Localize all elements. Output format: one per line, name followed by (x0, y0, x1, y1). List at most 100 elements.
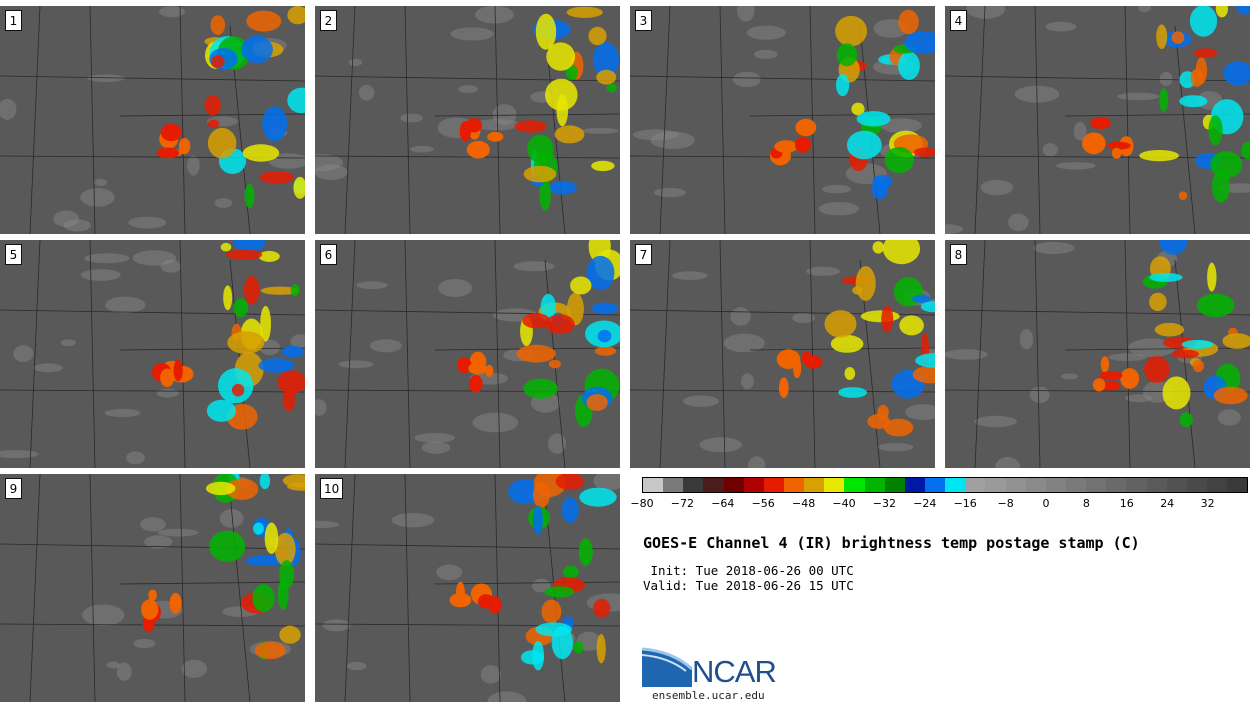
cloud-top (606, 83, 617, 93)
cloud-wisp (746, 25, 786, 40)
cloud-wisp (82, 604, 125, 626)
storm-cell (178, 138, 191, 155)
colorbar-tick-label: −8 (997, 497, 1014, 510)
colorbar-swatch (703, 478, 724, 492)
colorbar-tick-label: −80 (630, 497, 654, 510)
colorbar-swatch (1146, 478, 1167, 492)
storm-cell (468, 375, 483, 393)
cloud-top (287, 6, 305, 25)
colorbar-swatch (683, 478, 704, 492)
colorbar-tick-label: −56 (751, 497, 775, 510)
state-boundary (0, 75, 305, 82)
cloud-wisp (1125, 394, 1153, 403)
cloud-top (1210, 151, 1243, 179)
storm-cell (1092, 378, 1106, 392)
cloud-top (915, 353, 935, 368)
cloud-top (898, 9, 919, 35)
cloud-wisp (187, 155, 200, 176)
cloud-wisp (1019, 329, 1034, 350)
satellite-map (0, 474, 305, 702)
cloud-top (287, 87, 305, 114)
cloud-wisp (53, 210, 80, 228)
cloud-wisp (116, 662, 132, 681)
colorbar-swatch (663, 478, 684, 492)
cloud-wisp (450, 27, 494, 41)
storm-cell (459, 121, 472, 142)
cloud-top (290, 284, 300, 297)
cloud-wisp (905, 404, 935, 420)
cloud-wisp (315, 154, 344, 172)
cloud-top (220, 242, 232, 252)
state-boundary (1174, 259, 1196, 468)
cloud-top (241, 35, 273, 64)
colorbar-swatch (783, 478, 805, 492)
cloud-wisp (1029, 386, 1050, 404)
satellite-map (0, 240, 305, 468)
storm-cell (795, 136, 811, 153)
cloud-top (233, 298, 249, 318)
satellite-map (0, 6, 305, 234)
panel-5: 5 (0, 240, 305, 468)
cloud-top (1149, 292, 1167, 312)
cloud-wisp (548, 433, 566, 454)
cloud-wisp (159, 6, 185, 18)
cloud-wisp (748, 456, 766, 468)
cloud-top (1156, 24, 1168, 49)
cloud-wisp (128, 216, 167, 229)
colorbar-swatch (884, 478, 905, 492)
colorbar-swatch (1065, 478, 1087, 492)
state-boundary (119, 347, 305, 351)
cloud-wisp (94, 179, 108, 186)
state-boundary (749, 113, 935, 117)
satellite-map (630, 240, 935, 468)
colorbar-swatch (1045, 478, 1066, 492)
cloud-top (1193, 48, 1218, 58)
cloud-top (594, 346, 617, 356)
cloud-top (233, 240, 266, 252)
cloud-wisp (980, 179, 1014, 196)
cloud-wisp (63, 219, 91, 232)
cloud-top (1159, 240, 1188, 255)
cloud-top (253, 522, 264, 535)
colorbar-swatch (643, 478, 664, 492)
cloud-top (563, 565, 579, 579)
colorbar-tick-labels: −80 −72 −64 −56 −48 −40 −32 −24 −16 −8 0 8 16 24 32 (630, 497, 1248, 511)
storm-cell (776, 349, 801, 369)
cloud-top (209, 530, 246, 562)
storm-cell (449, 593, 472, 608)
cloud-top (535, 13, 557, 50)
satellite-map (945, 240, 1250, 468)
cloud-top (1171, 31, 1185, 44)
cloud-top (579, 487, 617, 507)
cloud-wisp (974, 415, 1017, 428)
cloud-top (545, 314, 575, 335)
state-boundary (719, 240, 726, 468)
cloud-top (591, 160, 615, 172)
cloud-wisp (346, 661, 367, 671)
colorbar-swatch (844, 478, 865, 492)
satellite-map (630, 6, 935, 234)
cloud-wisp (1217, 409, 1241, 426)
cloud-wisp (1056, 162, 1096, 170)
cloud-top (246, 10, 282, 32)
cloud-top (549, 180, 577, 195)
cloud-wisp (672, 271, 708, 280)
state-boundary (809, 240, 816, 468)
cloud-wisp (880, 118, 922, 133)
ncar-logo-icon (642, 647, 694, 687)
colorbar-swatch (743, 478, 764, 492)
cloud-wisp (653, 187, 686, 198)
cloud-wisp (414, 433, 456, 443)
cloud-top (274, 532, 296, 566)
colorbar-swatch (945, 478, 966, 492)
cloud-wisp (730, 307, 751, 326)
cloud-top (561, 497, 579, 523)
cloud-top (846, 130, 882, 160)
cloud-wisp (723, 333, 765, 353)
state-boundary (719, 6, 726, 234)
cloud-top (258, 250, 280, 262)
map-background (0, 240, 305, 468)
cloud-top (1215, 6, 1228, 18)
state-boundary (344, 6, 356, 234)
cloud-wisp (1008, 213, 1029, 232)
